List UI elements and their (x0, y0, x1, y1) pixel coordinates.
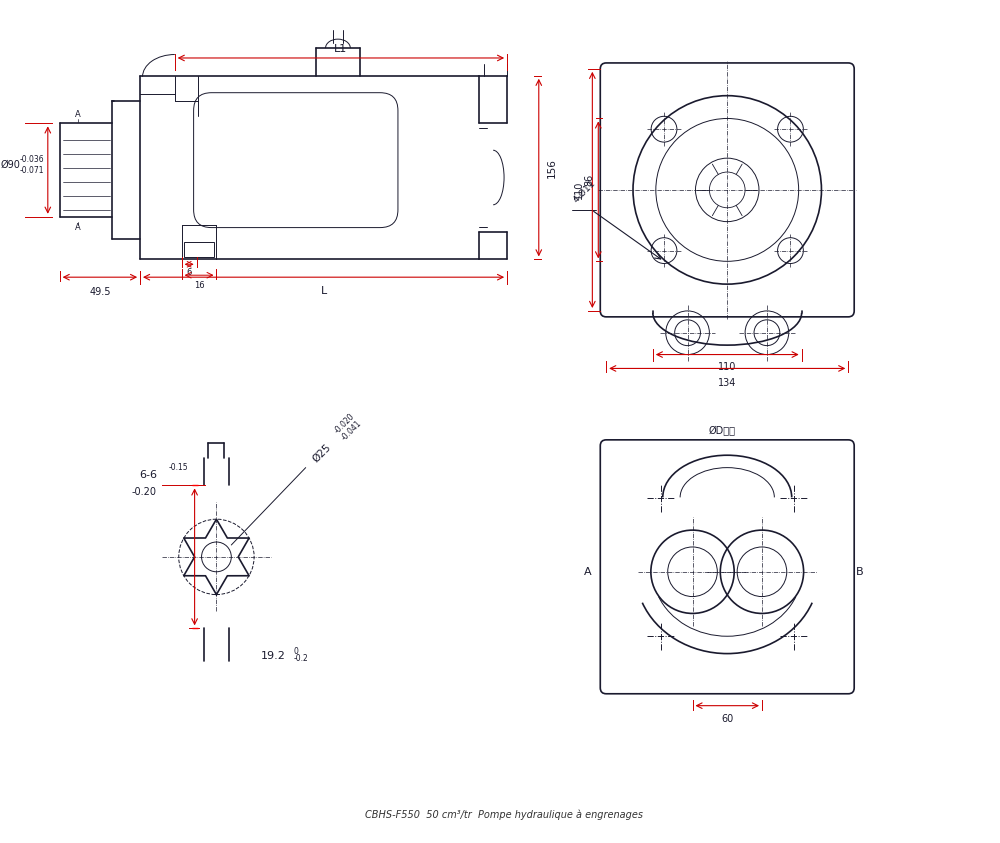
Text: -0.20: -0.20 (132, 487, 157, 497)
Text: -0.020
-0.041: -0.020 -0.041 (332, 411, 364, 443)
Text: 0: 0 (294, 647, 299, 656)
Text: A: A (75, 110, 80, 119)
Text: A: A (584, 566, 591, 577)
Bar (184, 243, 214, 257)
Text: 86: 86 (584, 174, 594, 186)
Text: 19.2: 19.2 (261, 651, 286, 661)
Text: 4-Ø11: 4-Ø11 (572, 178, 597, 204)
Text: 156: 156 (547, 158, 557, 178)
Text: 134: 134 (718, 379, 736, 389)
Text: 6-6: 6-6 (139, 470, 157, 480)
Text: Ø25: Ø25 (311, 443, 333, 464)
Text: 6: 6 (186, 268, 192, 277)
Text: A: A (75, 223, 80, 232)
Text: B: B (856, 566, 864, 577)
Text: 49.5: 49.5 (89, 287, 111, 297)
Text: Ø90: Ø90 (0, 160, 20, 170)
Text: L: L (320, 286, 327, 296)
Text: -0.2: -0.2 (294, 653, 309, 663)
Text: ØD总平: ØD总平 (709, 426, 736, 436)
Text: L1: L1 (334, 44, 348, 54)
Text: 110: 110 (718, 362, 736, 373)
Text: 16: 16 (194, 282, 204, 290)
Text: 60: 60 (721, 714, 733, 723)
Text: -0.15: -0.15 (169, 463, 189, 471)
Text: 110: 110 (574, 180, 584, 199)
Text: -0.036
-0.071: -0.036 -0.071 (20, 155, 45, 175)
Text: CBHS-F550  50 cm³/tr  Pompe hydraulique à engrenages: CBHS-F550 50 cm³/tr Pompe hydraulique à … (365, 809, 643, 820)
